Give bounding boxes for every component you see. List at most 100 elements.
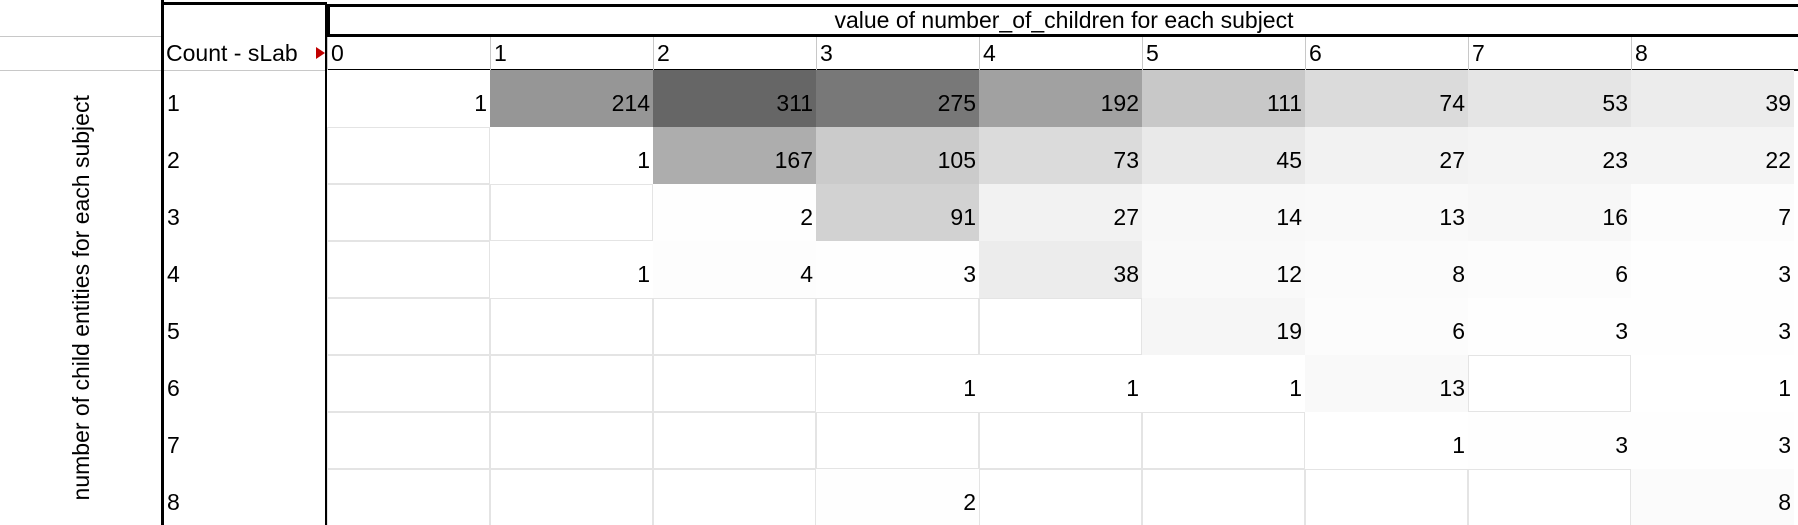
column-header: 6 [1305, 37, 1468, 70]
empty-cell [1468, 469, 1631, 525]
value-cell: 39 [1631, 70, 1794, 127]
empty-cell [490, 355, 653, 412]
empty-cell [327, 184, 490, 241]
value-cell: 12 [1142, 241, 1305, 298]
value-cell: 3 [1468, 412, 1631, 469]
empty-cell [327, 298, 490, 355]
value-cell: 73 [979, 127, 1142, 184]
value-cell: 111 [1142, 70, 1305, 127]
field-marker [316, 47, 325, 59]
empty-cell [490, 412, 653, 469]
empty-cell [979, 469, 1142, 525]
value-cell: 19 [1142, 298, 1305, 355]
empty-cell [490, 184, 653, 241]
empty-cell [490, 298, 653, 355]
empty-cell [1305, 469, 1468, 525]
row-header: 6 [167, 375, 180, 401]
empty-cell [816, 298, 979, 355]
value-cell: 27 [1305, 127, 1468, 184]
cell-line [164, 70, 325, 71]
column-header: 0 [327, 37, 490, 70]
row-header: 3 [167, 204, 180, 230]
value-cell: 91 [816, 184, 979, 241]
row-axis-label: number of child entities for each subjec… [0, 70, 163, 525]
row-header: 7 [167, 432, 180, 458]
value-cell: 16 [1468, 184, 1631, 241]
value-cell: 1 [816, 355, 979, 412]
empty-cell [490, 469, 653, 525]
value-cell: 45 [1142, 127, 1305, 184]
empty-cell [979, 412, 1142, 469]
value-cell: 6 [1305, 298, 1468, 355]
column-header: 2 [653, 37, 816, 70]
empty-cell [653, 412, 816, 469]
value-cell: 3 [816, 241, 979, 298]
value-cell: 1 [327, 70, 490, 127]
empty-cell [653, 469, 816, 525]
empty-cell [1142, 469, 1305, 525]
value-cell: 4 [653, 241, 816, 298]
column-header: 5 [1142, 37, 1305, 70]
column-header: 8 [1631, 37, 1794, 70]
corner-label: Count - sLab [166, 40, 298, 66]
cell-line [0, 36, 161, 37]
empty-cell [1468, 355, 1631, 412]
value-cell: 1 [979, 355, 1142, 412]
empty-cell [979, 298, 1142, 355]
value-cell: 6 [1468, 241, 1631, 298]
empty-cell [653, 298, 816, 355]
value-cell: 3 [1631, 298, 1794, 355]
column-header: 7 [1468, 37, 1631, 70]
row-header: 2 [167, 147, 180, 173]
value-cell: 1 [1305, 412, 1468, 469]
value-cell: 167 [653, 127, 816, 184]
row-header: 5 [167, 318, 180, 344]
value-cell: 105 [816, 127, 979, 184]
empty-cell [653, 355, 816, 412]
value-cell: 3 [1468, 298, 1631, 355]
empty-cell [327, 355, 490, 412]
value-cell: 14 [1142, 184, 1305, 241]
value-cell: 8 [1631, 469, 1794, 525]
cell-line [0, 70, 161, 71]
column-header: 3 [816, 37, 979, 70]
value-cell: 22 [1631, 127, 1794, 184]
empty-cell [327, 469, 490, 525]
value-cell: 192 [979, 70, 1142, 127]
empty-cell [816, 412, 979, 469]
value-cell: 8 [1305, 241, 1468, 298]
pivot-title: value of number_of_children for each sub… [327, 4, 1798, 37]
value-cell: 7 [1631, 184, 1794, 241]
value-cell: 53 [1468, 70, 1631, 127]
value-cell: 13 [1305, 355, 1468, 412]
value-cell: 214 [490, 70, 653, 127]
value-cell: 13 [1305, 184, 1468, 241]
value-cell: 38 [979, 241, 1142, 298]
value-cell: 2 [816, 469, 979, 525]
empty-cell [327, 127, 490, 184]
value-cell: 3 [1631, 412, 1794, 469]
column-header: 4 [979, 37, 1142, 70]
value-cell: 74 [1305, 70, 1468, 127]
frame-line [161, 2, 327, 5]
value-cell: 1 [490, 127, 653, 184]
column-header: 1 [490, 37, 653, 70]
row-header: 8 [167, 489, 180, 515]
row-header: 4 [167, 261, 180, 287]
row-axis-text: number of child entities for each subjec… [67, 94, 94, 501]
value-cell: 3 [1631, 241, 1794, 298]
value-cell: 311 [653, 70, 816, 127]
value-cell: 23 [1468, 127, 1631, 184]
empty-cell [327, 241, 490, 298]
value-cell: 2 [653, 184, 816, 241]
value-cell: 1 [490, 241, 653, 298]
value-cell: 275 [816, 70, 979, 127]
frame-line [325, 4, 328, 525]
row-header: 1 [167, 90, 180, 116]
value-cell: 1 [1631, 355, 1794, 412]
value-cell: 27 [979, 184, 1142, 241]
empty-cell [327, 412, 490, 469]
empty-cell [1142, 412, 1305, 469]
frame-line [161, 0, 164, 525]
